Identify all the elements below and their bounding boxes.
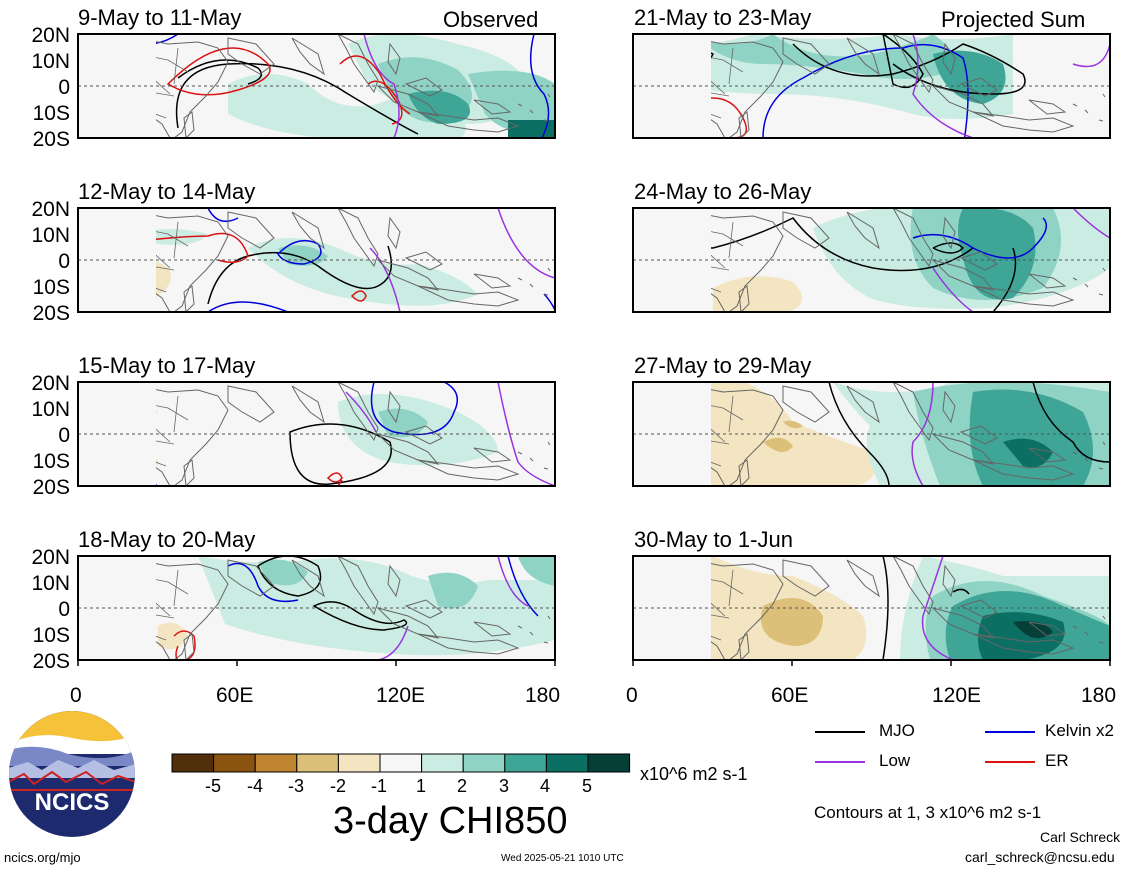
cb-tick: 1 <box>415 776 426 796</box>
colorbar-swatch <box>171 753 215 773</box>
cb-tick: 2 <box>456 776 467 796</box>
legend-kelvin: Kelvin x2 <box>1045 721 1114 740</box>
lat-label: 0 <box>58 76 70 99</box>
lon-label-left: 120E <box>376 684 426 707</box>
lat-label: 10N <box>31 398 70 421</box>
colorbar-swatch <box>254 753 298 773</box>
lat-label: 10N <box>31 224 70 247</box>
colorbar-swatch <box>421 753 464 773</box>
observed-label: Observed <box>443 7 539 32</box>
lat-label: 20N <box>31 546 70 569</box>
colorbar-title: 3-day CHI850 <box>333 800 568 842</box>
lat-label: 10N <box>31 50 70 73</box>
lat-label: 20N <box>31 372 70 395</box>
lat-label: 0 <box>58 598 70 621</box>
cb-tick: -3 <box>287 776 304 796</box>
lat-label: 10S <box>32 102 70 125</box>
lat-label: 0 <box>58 424 70 447</box>
panel-title-1: 9-May to 11-May <box>78 5 242 30</box>
colorbar-units: x10^6 m2 s-1 <box>640 764 748 784</box>
lat-label: 20N <box>31 24 70 47</box>
lat-label: 0 <box>58 250 70 273</box>
legend-low: Low <box>879 751 911 770</box>
panel-title-2: 12-May to 14-May <box>78 179 256 204</box>
cb-tick: 3 <box>498 776 509 796</box>
lat-label: 20N <box>31 198 70 221</box>
colorbar-labels: -5 -4 -3 -2 -1 1 2 3 4 5 <box>172 776 652 800</box>
colorbar-swatch <box>296 753 339 773</box>
lon-label-left: 60E <box>216 684 254 707</box>
lat-label: 10S <box>32 450 70 473</box>
lat-label: 20S <box>32 128 70 151</box>
cb-tick: -1 <box>370 776 387 796</box>
panel-title-6: 24-May to 26-May <box>634 179 812 204</box>
lon-label-right: 60E <box>771 684 809 707</box>
cb-tick: -4 <box>246 776 263 796</box>
projected-label: Projected Sum <box>941 7 1086 32</box>
colorbar-swatch <box>587 753 631 773</box>
footer-email: carl_schreck@ncsu.edu <box>965 849 1115 865</box>
cb-tick: -5 <box>204 776 221 796</box>
panel-title-3: 15-May to 17-May <box>78 353 256 378</box>
lon-label-right: 120E <box>932 684 982 707</box>
ncics-logo: NCICS <box>8 710 136 838</box>
colorbar-swatch <box>337 753 381 773</box>
lon-label-left: 0 <box>70 684 82 707</box>
panel-title-8: 30-May to 1-Jun <box>634 527 793 552</box>
cb-tick: -2 <box>329 776 346 796</box>
footer-timestamp: Wed 2025-05-21 1010 UTC <box>501 853 624 864</box>
colorbar-swatch <box>462 753 506 773</box>
panel-title-5: 21-May to 23-May <box>634 5 812 30</box>
lat-label: 10N <box>31 572 70 595</box>
contour-legend <box>815 731 1035 763</box>
map-panels <box>77 33 1111 666</box>
lat-label: 20S <box>32 302 70 325</box>
lat-label: 10S <box>32 624 70 647</box>
colorbar-swatch <box>379 753 423 773</box>
colorbar-swatch <box>213 753 256 773</box>
cb-tick: 4 <box>539 776 550 796</box>
lon-label-right: 0 <box>626 684 638 707</box>
lon-label-left: 180 <box>525 684 561 707</box>
legend-er: ER <box>1045 751 1069 770</box>
colorbar-swatch <box>545 753 589 773</box>
colorbar-swatch <box>504 753 547 773</box>
panel-title-4: 18-May to 20-May <box>78 527 256 552</box>
lon-label-right: 180 <box>1081 684 1117 707</box>
contour-note: Contours at 1, 3 x10^6 m2 s-1 <box>814 803 1042 822</box>
lat-label: 20S <box>32 650 70 673</box>
legend-mjo: MJO <box>879 721 915 740</box>
footer-author: Carl Schreck <box>1040 829 1121 845</box>
lat-label: 20S <box>32 476 70 499</box>
cb-tick: 5 <box>581 776 592 796</box>
lat-label: 10S <box>32 276 70 299</box>
footer-site: ncics.org/mjo <box>4 850 81 865</box>
panel-title-7: 27-May to 29-May <box>634 353 812 378</box>
svg-text:NCICS: NCICS <box>35 789 110 816</box>
